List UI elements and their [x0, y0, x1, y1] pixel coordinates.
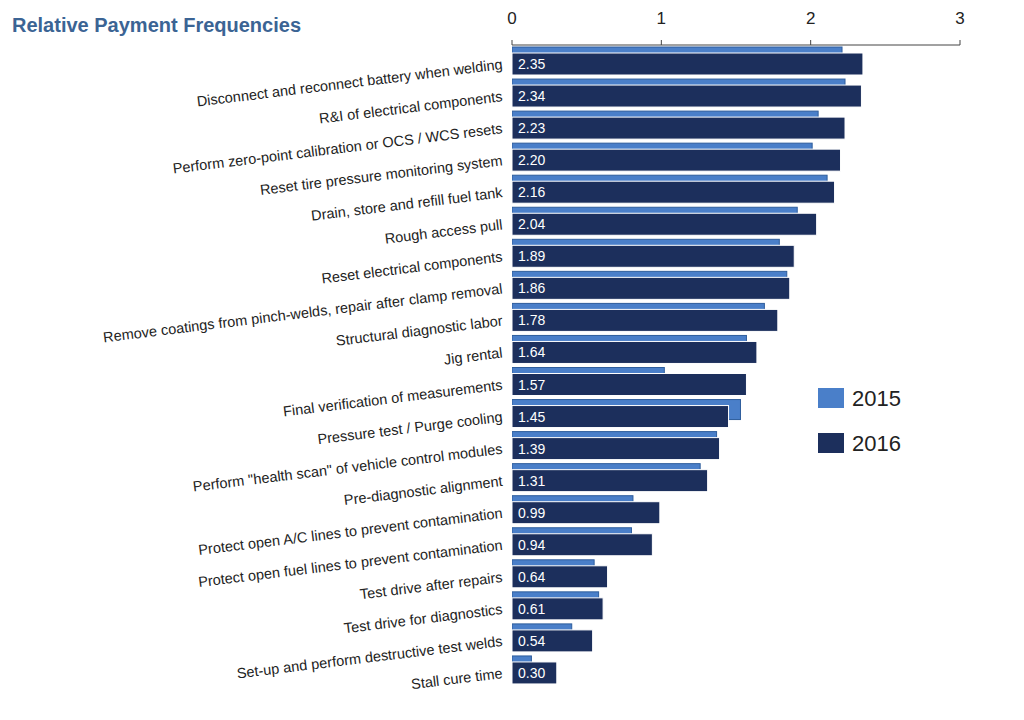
legend-label: 2015	[852, 386, 901, 411]
bar	[512, 245, 794, 267]
bar	[512, 277, 790, 299]
bar	[512, 566, 608, 588]
data-label: 0.64	[518, 569, 545, 585]
legend-label: 2016	[852, 431, 901, 456]
data-label: 1.39	[518, 441, 545, 457]
bar	[512, 502, 660, 524]
bar	[512, 85, 861, 107]
category-label: Reset electrical components	[321, 248, 504, 286]
bar	[512, 181, 835, 203]
data-label: 0.99	[518, 505, 545, 521]
tick-label: 1	[657, 9, 666, 28]
bar	[512, 309, 778, 331]
page: {"chart_data": { "type": "bar", "title":…	[0, 0, 1024, 720]
axis-line	[512, 45, 960, 46]
legend: 2015 2016	[818, 386, 901, 456]
data-label: 1.89	[518, 248, 545, 264]
x-axis: 0 1 2 3	[507, 9, 964, 45]
bar	[512, 117, 845, 139]
tick-label: 3	[955, 9, 964, 28]
bar	[512, 630, 593, 652]
tick-mark	[661, 40, 662, 45]
category-label: Drain, store and refill fuel tank	[310, 184, 504, 223]
bar	[512, 438, 720, 460]
category-label: Pre-diagnostic alignment	[343, 473, 503, 508]
data-label: 1.64	[518, 344, 545, 360]
data-label: 2.23	[518, 120, 545, 136]
bar	[512, 149, 841, 171]
data-label: 2.35	[518, 56, 545, 72]
tick-mark	[960, 40, 961, 45]
data-label: 0.94	[518, 537, 545, 553]
bar	[512, 598, 603, 620]
bar	[512, 213, 817, 235]
data-label: 1.78	[518, 312, 545, 328]
tick-label: 2	[806, 9, 815, 28]
tick-label: 0	[507, 9, 516, 28]
data-label: 2.20	[518, 152, 545, 168]
bar	[512, 662, 557, 684]
legend-swatch	[818, 433, 844, 453]
bar	[512, 341, 757, 363]
data-label: 1.45	[518, 409, 545, 425]
category-label: Jig rental	[443, 345, 503, 368]
data-label: 0.54	[518, 633, 545, 649]
data-label: 1.31	[518, 473, 545, 489]
bars	[512, 47, 863, 684]
category-label: Structural diagnostic labor	[335, 313, 504, 349]
category-label: Pressure test / Purge cooling	[317, 409, 504, 448]
data-label: 0.61	[518, 601, 545, 617]
data-label: 0.30	[518, 665, 545, 681]
data-label: 1.86	[518, 280, 545, 296]
data-label: 1.57	[518, 377, 545, 393]
legend-swatch	[818, 388, 844, 408]
bar	[512, 374, 746, 396]
chart: Relative Payment Frequencies 0 1 2 3 Disconne…	[0, 0, 1024, 720]
category-label: R&I of electrical components	[318, 88, 503, 126]
bar	[512, 406, 729, 428]
category-label: Test drive after repairs	[359, 569, 503, 602]
data-label: 2.04	[518, 216, 545, 232]
data-label: 2.34	[518, 88, 545, 104]
category-label: Stall cure time	[410, 665, 503, 692]
category-labels: Disconnect and reconnect battery when we…	[102, 56, 504, 692]
tick-mark	[810, 40, 811, 45]
category-label: Test drive for diagnostics	[343, 601, 503, 636]
bar	[512, 470, 708, 492]
title: Relative Payment Frequencies	[12, 14, 301, 36]
category-label: Rough access pull	[384, 216, 504, 246]
data-labels: 2.35 2.34 2.23 2.20 2.16 2.04 1.89 1.86 1.78 1.64…	[518, 56, 545, 681]
bar	[512, 534, 652, 556]
bar	[512, 53, 863, 75]
data-label: 2.16	[518, 184, 545, 200]
tick-mark	[512, 40, 513, 45]
